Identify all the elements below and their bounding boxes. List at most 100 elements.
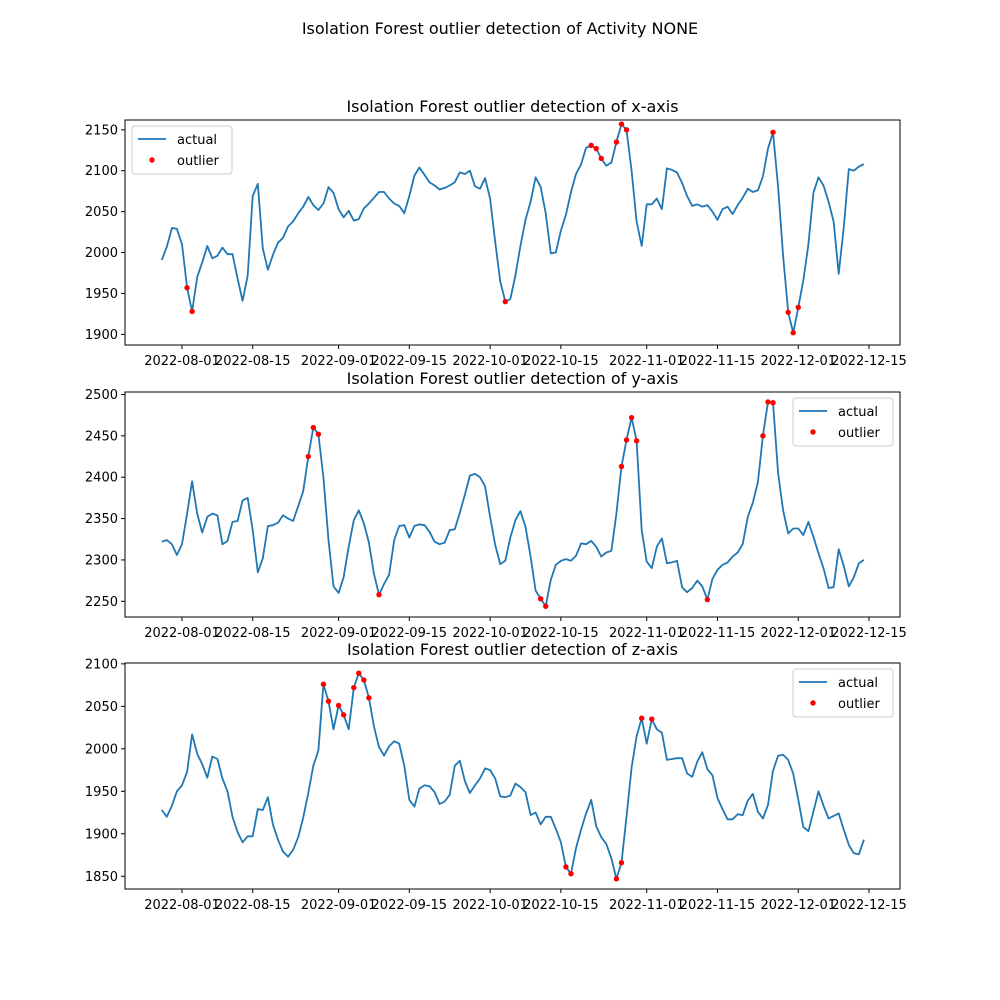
outlier-point [320,681,327,687]
axes-frame [124,391,901,618]
x-tick-label: 2022-11-01 [609,354,685,369]
outlier-point [335,702,342,709]
legend-label-actual: actual [838,676,878,691]
outlier-point [356,670,362,676]
outlier-point [770,129,776,135]
x-tick-label: 2022-11-15 [680,898,756,913]
x-tick-label: 2022-11-01 [609,898,685,913]
x-tick-label: 2022-08-01 [144,898,220,913]
outlier-point [795,304,801,311]
y-tick-label: 2500 [85,388,118,403]
x-tick-label: 2022-09-15 [372,626,448,641]
y-tick-label: 2050 [85,700,118,715]
x-tick-label: 2022-09-01 [301,354,377,369]
y-tick-label: 2000 [85,246,118,261]
y-tick-label: 2450 [85,429,118,444]
x-tick-label: 2022-09-01 [301,898,377,913]
outlier-point [568,871,574,877]
subplot-title: Isolation Forest outlier detection of y-… [347,369,679,388]
outlier-point [623,127,630,133]
series-line-actual [161,672,865,880]
outlier-point [366,695,372,701]
x-tick-label: 2022-08-15 [215,354,291,369]
outlier-point [543,603,549,609]
outlier-point [376,591,382,598]
x-tick-label: 2022-12-01 [760,354,836,369]
outlier-point [628,414,635,421]
outlier-point [638,715,645,721]
outlier-point [704,596,711,603]
outlier-point [618,121,625,127]
y-tick-label: 2000 [85,742,118,757]
x-tick-label: 2022-09-15 [372,354,448,369]
outlier-point [537,596,544,602]
outlier-point [618,859,625,866]
x-tick-label: 2022-10-15 [523,354,599,369]
x-tick-label: 2022-12-15 [831,898,907,913]
x-tick-label: 2022-08-01 [144,626,220,641]
legend-box [131,125,233,175]
axes-frame [124,119,901,346]
legend-box [792,668,894,718]
subplot-1: Isolation Forest outlier detection of x-… [85,97,907,369]
y-tick-label: 1900 [85,328,118,343]
y-tick-label: 1950 [85,785,118,800]
x-tick-label: 2022-10-01 [452,354,528,369]
outlier-point [340,712,347,718]
y-tick-label: 2100 [85,164,118,179]
outlier-point [588,142,594,149]
x-tick-label: 2022-08-15 [215,626,291,641]
y-tick-label: 2400 [85,471,118,486]
x-tick-label: 2022-12-01 [760,898,836,913]
legend: actual outlier [792,397,894,447]
x-tick-label: 2022-11-15 [680,626,756,641]
y-tick-label: 2300 [85,553,118,568]
x-tick-label: 2022-11-15 [680,354,756,369]
x-tick-label: 2022-10-15 [523,898,599,913]
outlier-point [361,677,367,683]
x-tick-label: 2022-12-01 [760,626,836,641]
x-tick-label: 2022-09-01 [301,626,377,641]
y-tick-label: 2350 [85,512,118,527]
legend-label-outlier: outlier [838,697,881,712]
x-tick-label: 2022-12-15 [831,354,907,369]
subplot-title: Isolation Forest outlier detection of z-… [347,640,678,659]
legend: actual outlier [792,668,894,718]
figure-suptitle: Isolation Forest outlier detection of Ac… [302,19,698,38]
outlier-point [563,864,569,870]
y-tick-label: 2150 [85,123,118,138]
outlier-point [598,155,604,162]
outlier-point [760,433,766,439]
outlier-point [649,716,655,722]
x-tick-label: 2022-08-01 [144,354,220,369]
outlier-point [593,145,599,152]
outlier-point [633,438,640,444]
outlier-point [325,698,332,704]
outlier-point [184,285,190,291]
x-tick-label: 2022-10-01 [452,626,528,641]
outlier-point [315,431,322,437]
outlier-point [310,424,317,431]
legend-label-actual: actual [177,133,217,148]
legend-label-outlier: outlier [177,154,220,169]
outlier-point [790,330,796,336]
legend-swatch-outlier [810,429,816,435]
y-tick-label: 2250 [85,595,118,610]
outlier-point [613,139,620,145]
outlier-point [351,684,357,691]
series-line-actual [160,123,865,334]
subplot-3: Isolation Forest outlier detection of z-… [85,640,907,913]
outlier-point [785,309,791,315]
x-tick-label: 2022-10-01 [452,898,528,913]
outlier-point [765,399,771,405]
legend: actual outlier [131,125,233,175]
outlier-point [613,876,620,882]
y-tick-label: 1900 [85,827,118,842]
x-tick-label: 2022-09-15 [372,898,448,913]
outlier-point [189,308,195,315]
y-tick-label: 1850 [85,870,118,885]
outlier-point [305,453,311,460]
x-tick-label: 2022-08-15 [215,898,291,913]
outlier-point [618,463,625,470]
